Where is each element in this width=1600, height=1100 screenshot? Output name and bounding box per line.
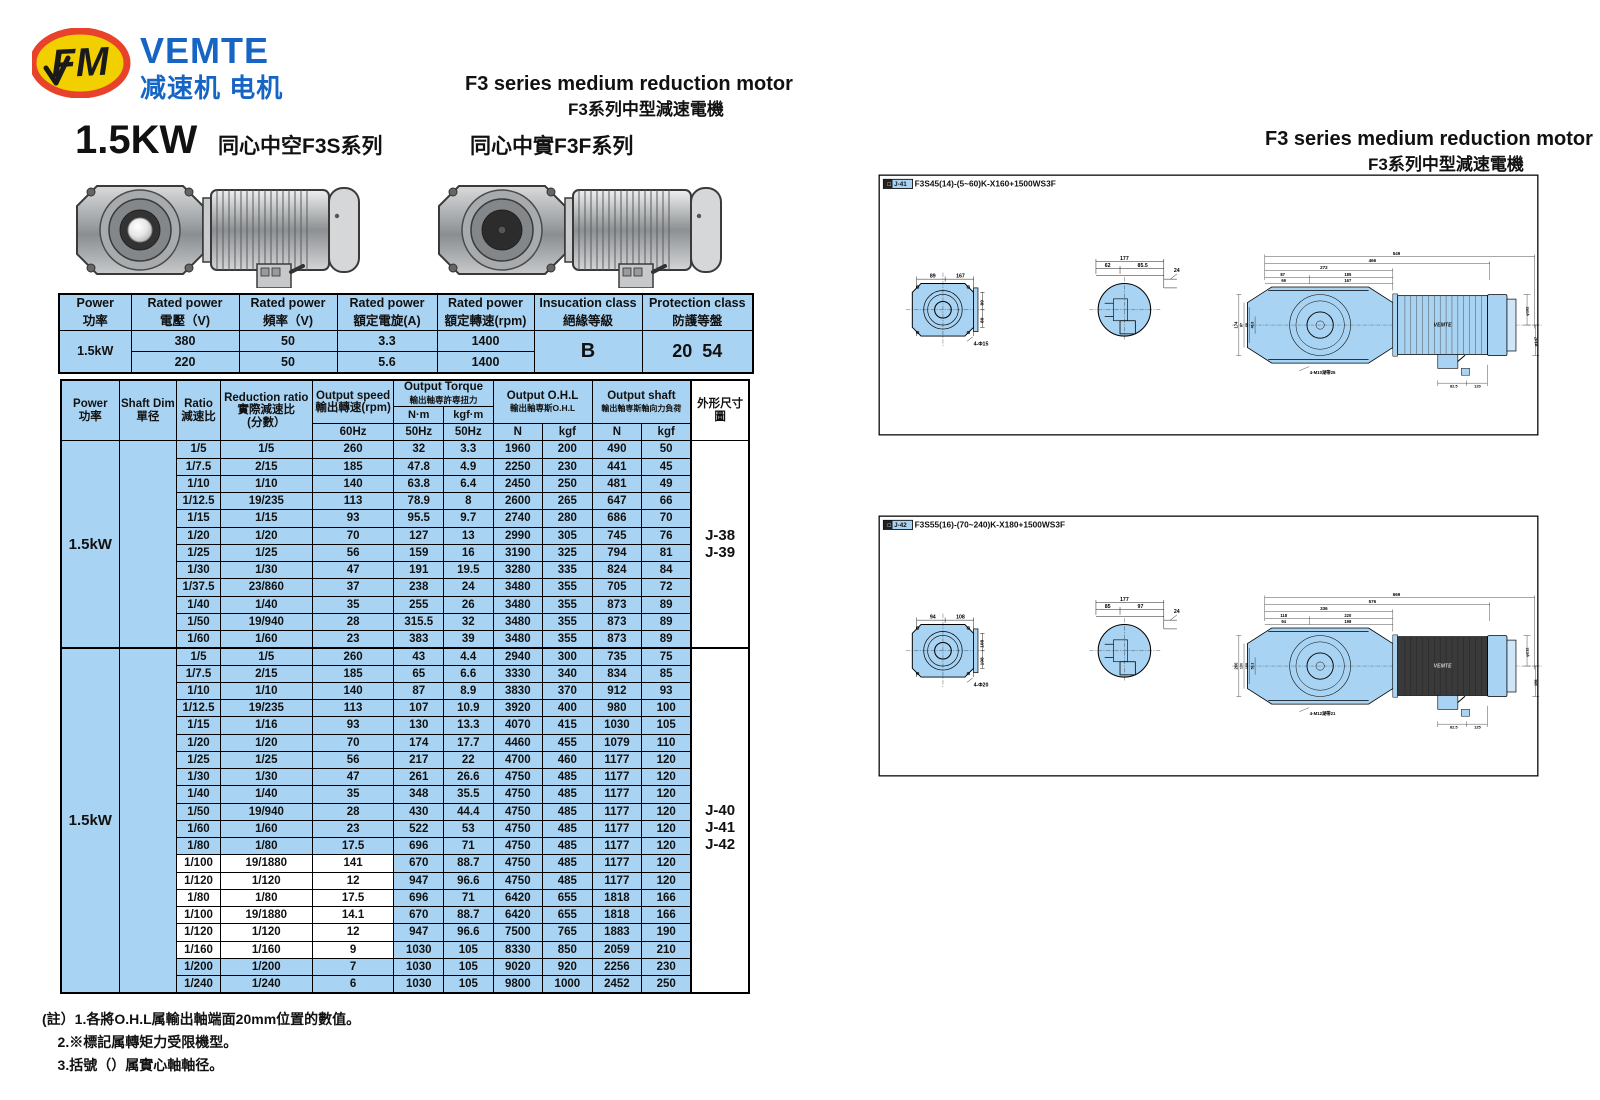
svg-text:466: 466 <box>1369 258 1377 263</box>
svg-text:118: 118 <box>1280 613 1287 618</box>
svg-text:120: 120 <box>1474 383 1481 388</box>
svg-text:336: 336 <box>1320 606 1328 611</box>
svg-text:260: 260 <box>1233 662 1238 670</box>
svg-text:89: 89 <box>980 317 986 323</box>
svg-text:97: 97 <box>1138 604 1144 610</box>
svg-text:24: 24 <box>1174 609 1180 615</box>
svg-text:669: 669 <box>1393 592 1401 597</box>
svg-text:185: 185 <box>1344 272 1352 277</box>
svg-text:220: 220 <box>1344 613 1352 618</box>
svg-text:□: □ <box>888 523 892 529</box>
svg-text:87: 87 <box>1280 272 1285 277</box>
svg-text:24: 24 <box>1174 268 1180 274</box>
svg-text:82.5: 82.5 <box>1450 724 1459 729</box>
svg-text:VEMTE: VEMTE <box>1434 322 1452 328</box>
svg-text:549: 549 <box>1393 251 1401 256</box>
svg-text:J-42: J-42 <box>894 522 907 529</box>
svg-text:F3S55(16)-(70~240)K-X180+1500W: F3S55(16)-(70~240)K-X180+1500WS3F <box>915 519 1065 529</box>
svg-text:156: 156 <box>1533 679 1538 686</box>
svg-text:576: 576 <box>1369 599 1377 604</box>
svg-text:82.5: 82.5 <box>1450 383 1459 388</box>
svg-text:177: 177 <box>1120 256 1129 262</box>
svg-text:VEMTE: VEMTE <box>1434 663 1452 669</box>
svg-text:89: 89 <box>980 300 986 306</box>
svg-text:167: 167 <box>1344 278 1352 283</box>
svg-text:4-Φ20: 4-Φ20 <box>974 683 989 689</box>
svg-text:167: 167 <box>956 273 965 279</box>
svg-text:89: 89 <box>930 273 936 279</box>
svg-text:174: 174 <box>1233 321 1238 329</box>
svg-text:J-41: J-41 <box>894 181 907 188</box>
svg-text:272: 272 <box>1320 265 1328 270</box>
svg-text:85.5: 85.5 <box>1138 263 1148 269</box>
svg-text:φ147: φ147 <box>1533 336 1538 346</box>
svg-text:62: 62 <box>1105 263 1111 269</box>
svg-text:4-Φ15: 4-Φ15 <box>974 342 989 348</box>
svg-text:85: 85 <box>1105 604 1111 610</box>
svg-text:108: 108 <box>956 614 965 620</box>
svg-text:φ212: φ212 <box>1524 647 1529 657</box>
svg-text:198: 198 <box>1344 619 1352 624</box>
svg-text:φ182: φ182 <box>1524 306 1529 316</box>
svg-text:177: 177 <box>1120 597 1129 603</box>
svg-text:F3S45(14)-(5~60)K-X160+1500WS3: F3S45(14)-(5~60)K-X160+1500WS3F <box>915 178 1056 188</box>
svg-text:94: 94 <box>930 614 936 620</box>
svg-text:□: □ <box>888 182 892 188</box>
svg-text:69: 69 <box>1281 278 1286 283</box>
svg-text:108: 108 <box>980 639 986 647</box>
svg-text:108: 108 <box>980 657 986 665</box>
svg-text:4-M12湖帶21: 4-M12湖帶21 <box>1310 710 1336 717</box>
svg-text:125: 125 <box>1474 724 1481 729</box>
svg-text:4-M10湖帶25: 4-M10湖帶25 <box>1310 369 1336 376</box>
svg-text:94: 94 <box>1281 619 1286 624</box>
